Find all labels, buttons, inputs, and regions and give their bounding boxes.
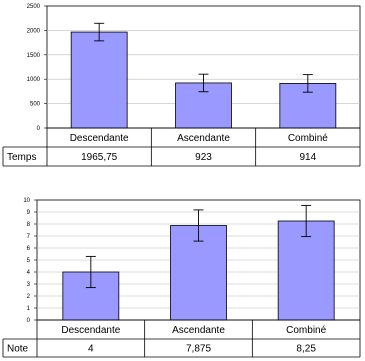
y-tick-label: 2000 [27,28,41,34]
category-label: Descendante [70,133,129,144]
y-tick-label: 500 [30,102,41,108]
chart-1: 0 500 1000 1500 2000 2500 Descendante 1965,75 As… [2,4,361,167]
value-cell: 7,875 [186,344,211,355]
bar [70,31,128,129]
series-name-label: Note [7,344,29,355]
value-cell: 1965,75 [81,152,118,163]
y-tick-label: 2500 [27,4,41,10]
y-tick-label: 0 [27,318,31,324]
y-tick-label: 9 [27,210,31,216]
y-tick-label: 5 [27,258,31,264]
y-tick-label: 3 [27,282,31,288]
value-cell: 4 [88,344,94,355]
category-label: Combiné [288,133,328,144]
series-name-label: Temps [7,152,36,163]
y-tick-label: 1500 [27,53,41,59]
data-table: Descendante 1965,75 Ascendante 923 Combiné 91… [2,127,361,167]
value-cell: 914 [299,152,316,163]
y-tick-label: 8 [27,222,31,228]
category-label: Ascendante [177,133,230,144]
y-tick-label: 10 [23,198,30,204]
y-tick-label: 4 [27,270,31,276]
y-tick-label: 0 [37,126,41,132]
bar [277,220,335,321]
value-cell: 8,25 [296,344,316,355]
value-cell: 923 [195,152,212,163]
category-label: Combiné [286,325,326,336]
y-tick-label: 1000 [27,77,41,83]
category-label: Descendante [61,325,120,336]
y-tick-label: 6 [27,246,31,252]
y-tick-label: 7 [27,234,31,240]
chart-2: 0 1 2 3 4 5 6 7 8 9 10 Descendante 4 Ascendante 7,875 C… [2,198,361,358]
category-label: Ascendante [172,325,225,336]
y-tick-label: 2 [27,294,31,300]
y-tick-label: 1 [27,306,31,312]
data-table: Descendante 4 Ascendante 7,875 Combiné 8,25 No… [2,319,361,358]
